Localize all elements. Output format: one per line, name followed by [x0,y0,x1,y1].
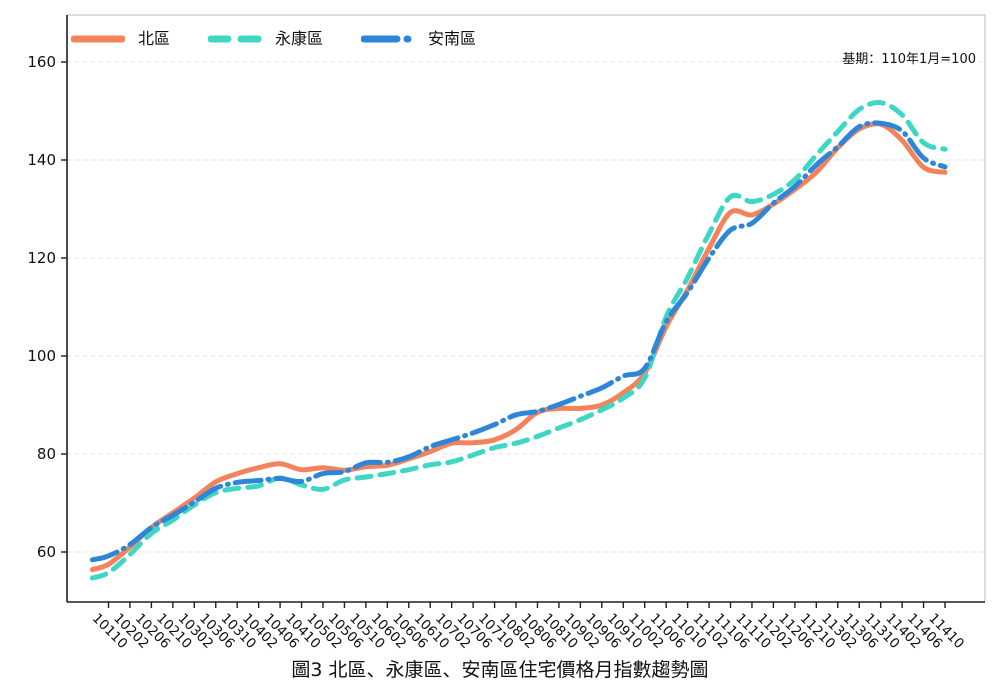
series-line-1-永康區 [89,100,948,581]
legend-swatch-solid-icon [71,35,125,43]
y-axis-ticks: 60 80 100 120 140 160 [27,53,67,561]
gridlines [67,61,985,553]
legend-label-north: 北區 [138,29,171,48]
y-tick-label-80: 80 [37,445,56,463]
y-tick-label-140: 140 [27,151,56,169]
legend-label-annan: 安南區 [428,29,477,48]
plot-frame [66,14,986,603]
legend-item-yongkang[interactable]: 永康區 [208,31,323,47]
chart-plot-area: 60 80 100 120 140 160 101101020210206102101030… [27,14,986,652]
base-period-note: 基期：110年1月=100 [842,52,976,67]
y-tick-label-100: 100 [27,347,56,365]
chart-legend: 北區 永康區 安南區 [71,31,476,47]
chart-title: 圖3 北區、永康區、安南區住宅價格月指數趨勢圖 [291,659,709,681]
legend-item-annan[interactable]: 安南區 [361,31,476,47]
x-axis-ticks: 1011010202102061021010302103061031010402… [89,602,967,652]
legend-swatch-dashed-icon [208,35,263,43]
y-tick-label-160: 160 [27,53,56,71]
legend-item-north[interactable]: 北區 [71,31,170,47]
y-tick-label-60: 60 [37,543,56,561]
series-line-0-北區 [89,121,948,573]
legend-label-yongkang: 永康區 [275,29,324,48]
y-tick-label-120: 120 [27,249,56,267]
legend-swatch-dashdot-icon [361,35,416,43]
series-lines [89,100,948,581]
series-line-2-安南區 [89,120,948,563]
